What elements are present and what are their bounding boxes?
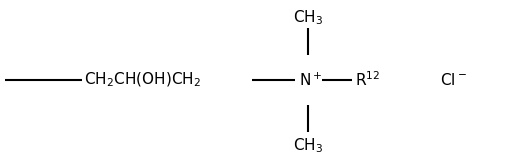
Text: CH$_3$: CH$_3$ bbox=[293, 137, 323, 155]
Text: N$^+$: N$^+$ bbox=[299, 71, 322, 89]
Text: R$^{12}$: R$^{12}$ bbox=[355, 71, 380, 89]
Text: CH$_2$CH(OH)CH$_2$: CH$_2$CH(OH)CH$_2$ bbox=[84, 71, 201, 89]
Text: CH$_3$: CH$_3$ bbox=[293, 9, 323, 27]
Text: Cl$^-$: Cl$^-$ bbox=[440, 72, 467, 88]
